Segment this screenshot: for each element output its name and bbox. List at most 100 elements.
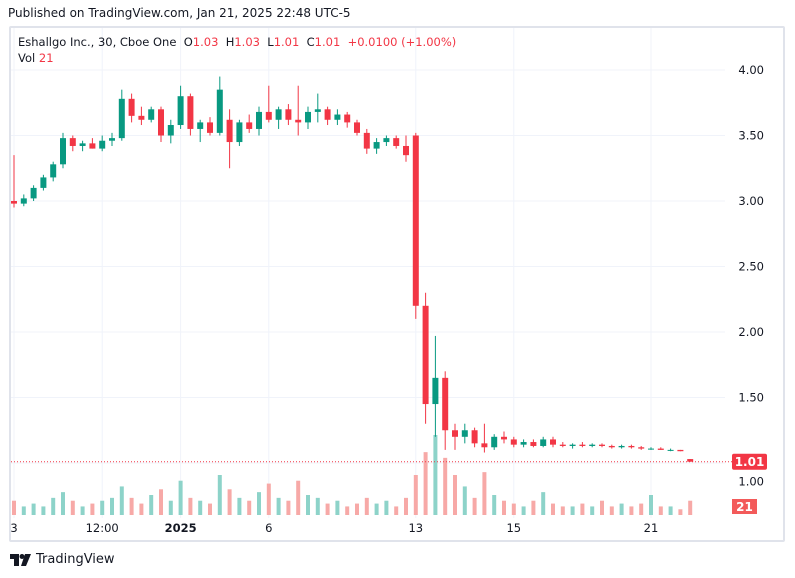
volume-bar (198, 500, 203, 515)
candle-body (677, 449, 684, 452)
volume-bar (433, 435, 438, 515)
candle-body (657, 448, 664, 450)
candle-body (618, 445, 625, 448)
volume-bar (472, 497, 477, 515)
candle-body (99, 140, 106, 149)
candle-body (167, 125, 174, 136)
high-label: H (225, 35, 235, 49)
volume-bar (12, 500, 16, 515)
low-label: L (267, 35, 274, 49)
volume-value: 21 (38, 51, 54, 65)
published-caption: Published on TradingView.com, Jan 21, 20… (8, 6, 351, 20)
volume-bar (502, 500, 506, 515)
volume-bar (511, 503, 516, 515)
candle-body (589, 444, 596, 446)
close-label: C (306, 35, 315, 49)
volume-bar (453, 475, 457, 515)
volume-bar (41, 506, 46, 515)
x-tick-label: 3 (10, 521, 17, 535)
volume-bar (355, 503, 359, 515)
candle-body (295, 119, 302, 123)
candle-body (354, 122, 360, 133)
candle-body (128, 98, 135, 116)
candle-body (226, 119, 233, 143)
volume-bar (31, 503, 36, 515)
volume-bar (110, 497, 114, 515)
volume-bar (364, 497, 369, 515)
x-tick-label: 12:00 (86, 521, 119, 535)
candle-body (422, 305, 429, 405)
y-tick-label: 2.50 (738, 260, 764, 274)
volume-bar (296, 480, 301, 515)
footer: TradingView (10, 552, 115, 567)
volume-bar (492, 495, 497, 515)
volume-bar (639, 503, 644, 515)
candle-body (334, 114, 341, 120)
volume-bar (217, 475, 222, 515)
candle-body (520, 442, 527, 445)
volume-bar (658, 506, 663, 515)
candle-body (550, 439, 556, 445)
y-tick-label: 1.50 (738, 391, 764, 405)
volume-bar (521, 506, 526, 515)
close-value: 1.01 (314, 35, 341, 49)
volume-bar (70, 500, 75, 515)
volume-bar (168, 500, 173, 515)
volume-bar (149, 495, 154, 515)
candle-body (412, 135, 419, 306)
candle-body (207, 122, 213, 133)
candle-body (236, 122, 243, 143)
candle-body (20, 198, 27, 204)
high-value: 1.03 (234, 35, 260, 49)
volume-bar (208, 503, 212, 515)
candle-body (501, 436, 507, 440)
volume-bar (276, 497, 281, 515)
volume-bar (413, 475, 418, 515)
volume-bar (629, 506, 634, 515)
volume-bar (237, 497, 242, 515)
x-tick-label: 6 (265, 521, 272, 535)
volume-bar (257, 492, 261, 515)
last-volume-badge (732, 499, 757, 514)
chart-frame (9, 26, 785, 542)
candle-body (608, 445, 615, 448)
candle-body (599, 444, 605, 446)
volume-bar (129, 497, 134, 515)
candle-body (491, 436, 498, 448)
x-tick-label: 21 (644, 521, 659, 535)
y-tick-label: 3.00 (738, 194, 764, 208)
volume-bar (178, 480, 183, 515)
candle-body (452, 430, 458, 437)
last-price-text: 1.01 (735, 455, 765, 469)
volume-bar (600, 500, 604, 515)
candle-body (60, 138, 66, 165)
volume-bar (247, 500, 252, 515)
volume-bar (560, 506, 565, 515)
chart-legend: Eshallgo Inc., 30, Cboe One O1.03 H1.03 … (18, 34, 456, 66)
symbol-label[interactable]: Eshallgo Inc., 30, Cboe One (18, 35, 177, 49)
candle-body (11, 201, 17, 204)
volume-bar (482, 472, 487, 515)
volume-bar (306, 495, 310, 515)
candle-body (324, 109, 331, 120)
volume-bar (609, 506, 614, 515)
candle-body (393, 138, 400, 146)
volume-bar (384, 500, 389, 515)
x-tick-label: 15 (506, 521, 521, 535)
volume-bar (61, 492, 65, 515)
volume-bar (80, 506, 85, 515)
candle-body (373, 142, 380, 149)
y-tick-label: 4.00 (738, 63, 764, 77)
volume-bar (668, 506, 673, 515)
footer-brand: TradingView (36, 552, 115, 567)
volume-bar (649, 495, 653, 515)
candle-body (481, 443, 488, 448)
candle-body (50, 164, 57, 178)
candle-body (559, 444, 566, 446)
low-value: 1.01 (273, 35, 300, 49)
candle-body (628, 445, 635, 448)
candle-body (187, 96, 194, 129)
volume-bar (51, 497, 56, 515)
candle-body (265, 111, 272, 120)
